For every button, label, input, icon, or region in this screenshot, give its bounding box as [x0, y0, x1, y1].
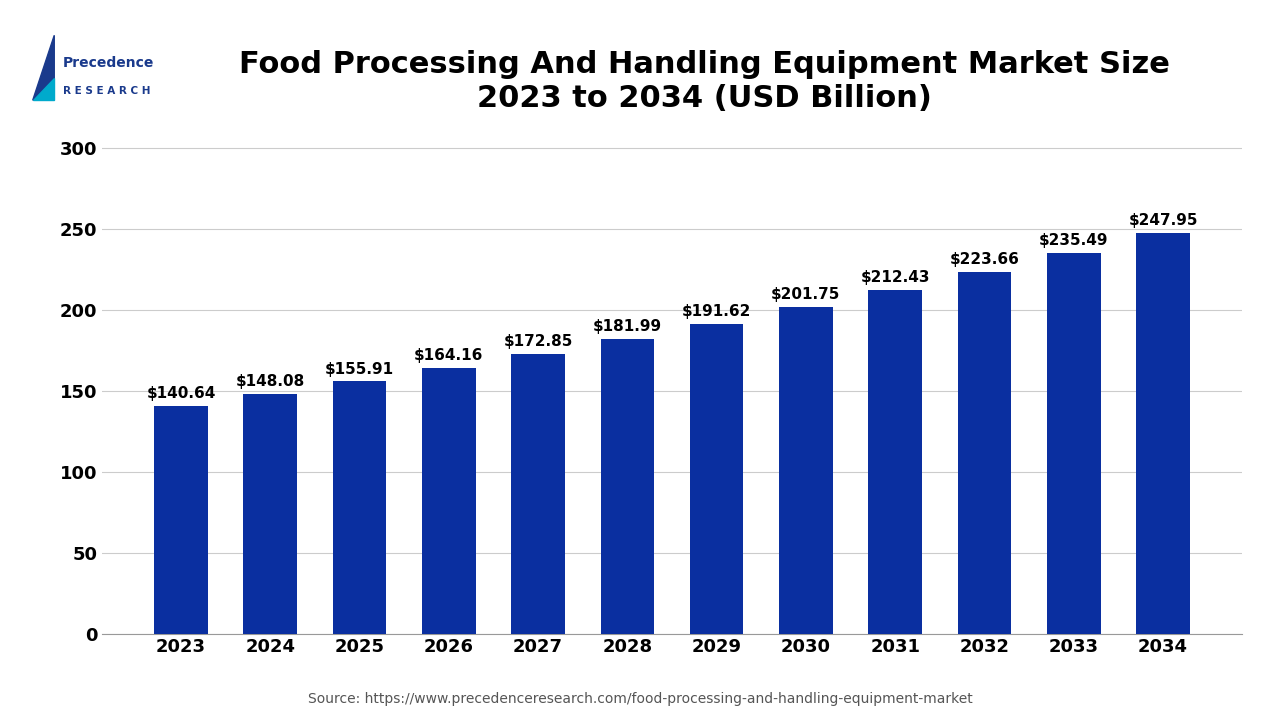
- Bar: [690, 324, 744, 634]
- Text: $148.08: $148.08: [236, 374, 305, 390]
- Text: $212.43: $212.43: [860, 270, 931, 285]
- Polygon shape: [33, 35, 54, 100]
- Bar: [1137, 233, 1190, 634]
- Text: $235.49: $235.49: [1039, 233, 1108, 248]
- Text: Precedence: Precedence: [63, 56, 155, 71]
- Text: $247.95: $247.95: [1128, 212, 1198, 228]
- Polygon shape: [33, 78, 54, 100]
- Bar: [868, 290, 922, 634]
- Text: $191.62: $191.62: [682, 304, 751, 319]
- Text: $140.64: $140.64: [146, 387, 215, 401]
- Text: $172.85: $172.85: [503, 334, 572, 349]
- Text: $181.99: $181.99: [593, 320, 662, 334]
- Bar: [957, 272, 1011, 634]
- Text: Food Processing And Handling Equipment Market Size
2023 to 2034 (USD Billion): Food Processing And Handling Equipment M…: [238, 50, 1170, 113]
- Text: $155.91: $155.91: [325, 361, 394, 377]
- Bar: [243, 394, 297, 634]
- Text: $164.16: $164.16: [415, 348, 484, 364]
- Bar: [600, 339, 654, 634]
- Bar: [780, 307, 833, 634]
- Text: Source: https://www.precedenceresearch.com/food-processing-and-handling-equipmen: Source: https://www.precedenceresearch.c…: [307, 692, 973, 706]
- Bar: [1047, 253, 1101, 634]
- Bar: [422, 368, 476, 634]
- Text: $201.75: $201.75: [772, 287, 841, 302]
- Text: R E S E A R C H: R E S E A R C H: [63, 86, 151, 96]
- Bar: [154, 406, 207, 634]
- Text: $223.66: $223.66: [950, 252, 1019, 267]
- Bar: [333, 382, 387, 634]
- Bar: [511, 354, 564, 634]
